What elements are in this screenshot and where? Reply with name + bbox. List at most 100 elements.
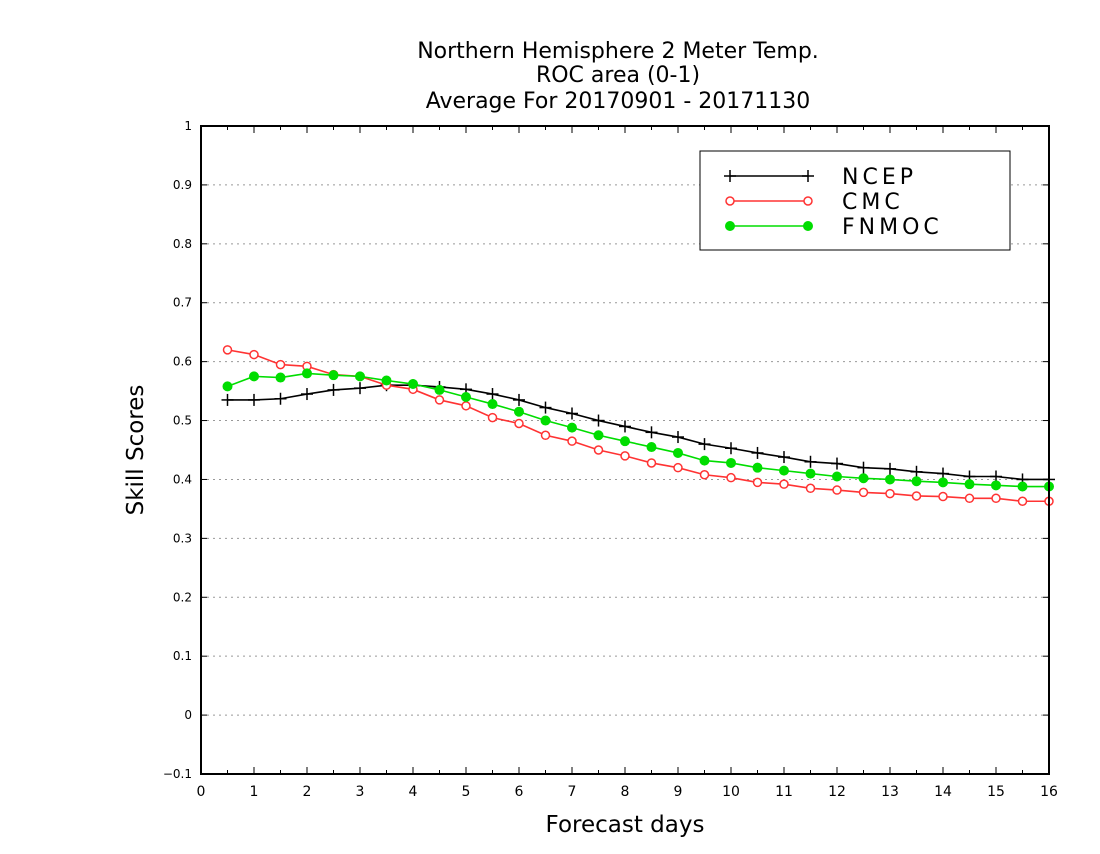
data-point-cmc <box>858 487 869 498</box>
data-point-fnmoc <box>222 381 233 392</box>
data-point-ncep <box>857 461 870 474</box>
legend-label-cmc: CMC <box>842 190 904 215</box>
data-point-ncep <box>327 383 340 396</box>
y-tick-label: 0.5 <box>173 414 192 428</box>
data-point-cmc <box>461 401 471 411</box>
x-tick-label: 14 <box>934 784 952 800</box>
data-point-ncep <box>672 431 684 444</box>
data-point-cmc <box>779 479 789 489</box>
data-point-ncep <box>513 393 525 406</box>
data-point-ncep <box>221 393 234 406</box>
data-point-ncep <box>804 455 817 468</box>
data-point-fnmoc <box>461 391 471 402</box>
chart-title-line-3: Average For 20170901 - 20171130 <box>426 89 811 114</box>
legend-item-fnmoc: FNMOC <box>725 215 939 240</box>
legend-marker <box>725 221 735 231</box>
data-point-fnmoc <box>699 455 710 466</box>
data-point-cmc <box>805 483 816 494</box>
x-tick-label: 5 <box>462 784 471 800</box>
legend-item-ncep: NCEP <box>724 165 917 190</box>
data-point-cmc <box>1017 496 1028 507</box>
data-point-cmc <box>832 485 842 495</box>
x-tick-label: 9 <box>674 784 683 800</box>
legend-marker <box>803 221 813 231</box>
x-tick-label: 2 <box>303 784 312 800</box>
y-axis-label: Skill Scores <box>123 385 149 516</box>
x-tick-label: 15 <box>987 784 1005 800</box>
x-tick-label: 1 <box>250 784 259 800</box>
data-point-fnmoc <box>275 372 286 383</box>
data-point-fnmoc <box>514 406 524 417</box>
y-tick-label: 0.4 <box>173 472 192 486</box>
x-tick-label: 4 <box>409 784 418 800</box>
y-tick-label: 0.1 <box>173 649 192 663</box>
data-point-fnmoc <box>567 422 577 433</box>
data-point-fnmoc <box>885 474 895 485</box>
data-point-cmc <box>699 469 710 480</box>
data-point-cmc <box>938 491 948 502</box>
data-point-fnmoc <box>911 476 922 487</box>
data-point-cmc <box>991 493 1001 504</box>
data-point-ncep <box>274 392 287 405</box>
data-point-cmc <box>620 451 630 461</box>
y-tick-label: −0.1 <box>163 767 192 781</box>
data-point-ncep <box>486 388 499 401</box>
legend-marker <box>724 170 736 182</box>
x-tick-label: 10 <box>722 784 740 800</box>
data-point-ncep <box>248 393 260 406</box>
data-point-fnmoc <box>1017 481 1028 492</box>
data-point-fnmoc <box>964 479 975 490</box>
chart-title-line-1: Northern Hemisphere 2 Meter Temp. <box>417 39 819 64</box>
data-point-ncep <box>592 414 605 427</box>
data-point-fnmoc <box>858 473 869 484</box>
data-point-ncep <box>778 451 790 464</box>
series-line-ncep <box>227 384 1049 481</box>
data-point-fnmoc <box>434 384 445 395</box>
data-point-ncep <box>354 382 366 395</box>
data-point-fnmoc <box>752 462 763 473</box>
axes: −0.100.10.20.30.40.50.60.70.80.910 1 2 3 4 5 6… <box>163 119 1058 800</box>
series-line-cmc <box>227 349 1049 503</box>
y-tick-label: 0.7 <box>173 296 192 310</box>
x-tick-label: 6 <box>515 784 524 800</box>
y-tick-label: 0.6 <box>173 355 192 369</box>
data-point-fnmoc <box>991 480 1001 491</box>
data-point-fnmoc <box>487 399 498 410</box>
data-point-ncep <box>301 388 313 401</box>
legend-marker <box>802 170 814 182</box>
y-tick-label: 0.3 <box>173 531 192 545</box>
data-point-cmc <box>249 349 259 360</box>
x-tick-label: 7 <box>568 784 577 800</box>
series-group <box>221 345 1055 507</box>
data-point-cmc <box>487 412 498 423</box>
legend-label-ncep: NCEP <box>842 165 917 190</box>
data-point-fnmoc <box>805 468 816 479</box>
data-point-cmc <box>222 345 233 355</box>
data-point-fnmoc <box>328 370 339 381</box>
series-fnmoc <box>222 368 1054 492</box>
legend-marker <box>803 196 813 206</box>
y-tick-label: 0.9 <box>173 178 192 192</box>
data-point-fnmoc <box>620 436 630 447</box>
x-tick-label: 11 <box>775 784 793 800</box>
data-point-ncep <box>725 442 737 455</box>
data-point-fnmoc <box>832 471 842 482</box>
data-point-fnmoc <box>355 371 365 382</box>
x-tick-label: 0 <box>197 784 206 800</box>
data-point-fnmoc <box>540 415 551 426</box>
data-point-cmc <box>726 472 736 483</box>
data-point-fnmoc <box>726 457 736 468</box>
y-tick-label: 0.8 <box>173 237 192 251</box>
x-tick-label: 13 <box>881 784 899 800</box>
y-tick-label: 1 <box>184 119 192 133</box>
data-point-fnmoc <box>302 368 312 379</box>
legend-marker <box>725 196 735 206</box>
data-point-cmc <box>964 493 975 504</box>
data-point-cmc <box>911 491 922 501</box>
data-point-ncep <box>751 446 764 459</box>
data-point-ncep <box>539 401 552 414</box>
data-point-ncep <box>884 462 896 475</box>
